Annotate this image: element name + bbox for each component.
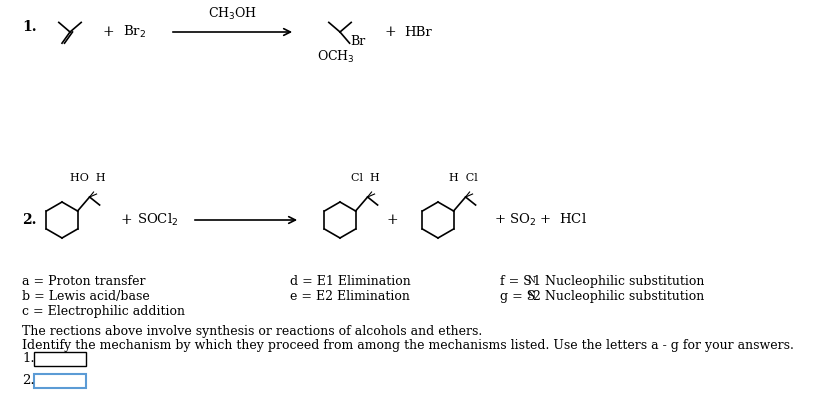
Text: 2.: 2. xyxy=(22,375,34,388)
Text: H  Cl: H Cl xyxy=(449,173,478,183)
Text: SOCl$_2$: SOCl$_2$ xyxy=(137,212,179,228)
Text: Br$_2$: Br$_2$ xyxy=(123,24,147,40)
Text: 1.: 1. xyxy=(22,20,37,34)
Text: f = S: f = S xyxy=(500,275,532,288)
Text: 2 Nucleophilic substitution: 2 Nucleophilic substitution xyxy=(533,290,704,303)
Text: OCH$_3$: OCH$_3$ xyxy=(317,49,355,65)
Text: +: + xyxy=(102,25,114,39)
Text: HO  H: HO H xyxy=(70,173,105,183)
Text: g = S: g = S xyxy=(500,290,535,303)
Text: 1.: 1. xyxy=(22,352,34,365)
Bar xyxy=(34,352,86,366)
Text: e = E2 Elimination: e = E2 Elimination xyxy=(290,290,410,303)
Text: +: + xyxy=(120,213,132,227)
Text: N: N xyxy=(527,291,534,300)
Text: HBr: HBr xyxy=(404,26,432,38)
Text: Cl  H: Cl H xyxy=(351,173,380,183)
Text: b = Lewis acid/base: b = Lewis acid/base xyxy=(22,290,149,303)
Text: +: + xyxy=(384,25,396,39)
Text: Br: Br xyxy=(351,35,366,48)
Text: + SO$_2$ +  HCl: + SO$_2$ + HCl xyxy=(494,212,587,228)
Text: a = Proton transfer: a = Proton transfer xyxy=(22,275,145,288)
Text: CH$_3$OH: CH$_3$OH xyxy=(208,6,257,22)
Text: c = Electrophilic addition: c = Electrophilic addition xyxy=(22,305,185,318)
Text: 1 Nucleophilic substitution: 1 Nucleophilic substitution xyxy=(533,275,704,288)
Text: d = E1 Elimination: d = E1 Elimination xyxy=(290,275,410,288)
Text: Identify the mechanism by which they proceed from among the mechanisms listed. U: Identify the mechanism by which they pro… xyxy=(22,339,794,352)
Text: +: + xyxy=(386,213,398,227)
Bar xyxy=(34,374,86,388)
Text: N: N xyxy=(527,276,534,285)
Text: The rections above involve synthesis or reactions of alcohols and ethers.: The rections above involve synthesis or … xyxy=(22,325,482,338)
Text: 2.: 2. xyxy=(22,213,36,227)
